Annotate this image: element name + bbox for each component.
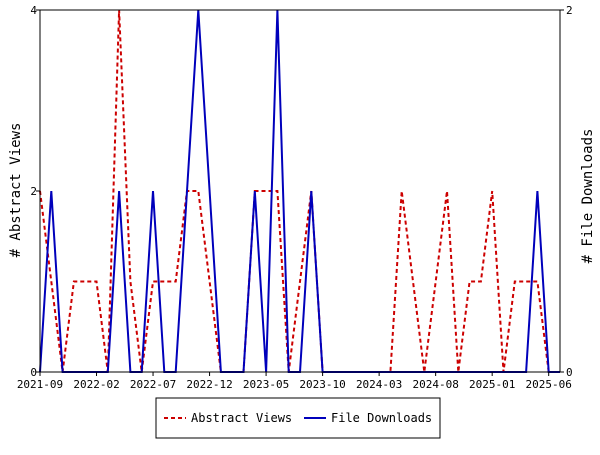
y-right-tick-label: 0 [566, 366, 573, 379]
x-tick-label: 2024-08 [412, 378, 458, 391]
y-left-tick-label: 4 [30, 4, 37, 17]
x-tick-label: 2022-02 [73, 378, 119, 391]
y-left-tick-label: 0 [30, 366, 37, 379]
x-tick-label: 2025-01 [469, 378, 515, 391]
series-line-abstract-views [39, 9, 560, 373]
x-tick-label: 2023-05 [243, 378, 289, 391]
x-tick-label: 2025-06 [526, 378, 572, 391]
x-tick-label: 2022-12 [186, 378, 232, 391]
y-left-tick-label: 2 [30, 185, 37, 198]
legend-label-abstract-views: Abstract Views [191, 411, 292, 425]
x-tick-label: 2022-07 [130, 378, 176, 391]
plot-area [39, 9, 560, 373]
y-right-axis-title: # File Downloads [580, 129, 596, 264]
x-tick-label: 2021-09 [17, 378, 63, 391]
y-left-axis-title: # Abstract Views [8, 123, 24, 258]
legend-label-file-downloads: File Downloads [331, 411, 432, 425]
y-right-tick-label: 2 [566, 4, 573, 17]
legend: Abstract Views File Downloads [155, 397, 441, 439]
x-tick-label: 2023-10 [299, 378, 345, 391]
axes: 0 2 4 0 2 2021-09 2022-02 2022-07 2022-12 2023-05… [17, 4, 573, 391]
legend-box [155, 397, 441, 439]
x-tick-label: 2024-03 [356, 378, 402, 391]
